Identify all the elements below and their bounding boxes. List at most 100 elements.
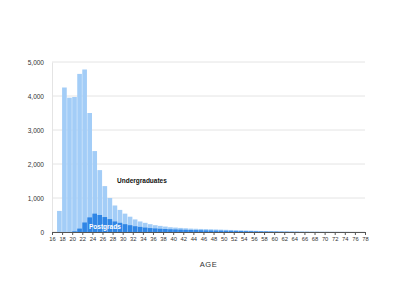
bar <box>229 230 234 232</box>
x-axis-line <box>53 233 366 236</box>
bar <box>178 230 183 232</box>
x-tick-label: 40 <box>170 236 176 242</box>
x-tick: 42 <box>181 232 187 242</box>
chart: 01,0002,0003,0004,0005,00016182022242628… <box>0 0 400 300</box>
x-tick: 68 <box>312 232 318 242</box>
bar <box>269 231 274 232</box>
x-tick-label: 52 <box>231 236 237 242</box>
bar <box>274 231 279 232</box>
bar <box>299 231 304 232</box>
bar <box>309 231 314 232</box>
x-tick-label: 32 <box>130 236 136 242</box>
bar <box>330 231 335 232</box>
y-tick-label: 1,000 <box>28 195 45 202</box>
bar <box>244 231 249 232</box>
x-tick-mark <box>294 232 295 235</box>
bar <box>178 228 183 232</box>
x-tick-mark <box>153 232 154 235</box>
bar <box>350 231 355 232</box>
x-tick: 30 <box>120 232 126 242</box>
x-tick-label: 62 <box>281 236 287 242</box>
x-tick-label: 50 <box>221 236 227 242</box>
x-tick-mark <box>92 232 93 235</box>
x-tick: 48 <box>211 232 217 242</box>
bar <box>128 225 133 232</box>
bar <box>193 230 198 232</box>
bar <box>188 230 193 232</box>
y-tick-label: 4,000 <box>28 93 45 100</box>
x-tick-mark <box>284 232 285 235</box>
x-tick: 56 <box>251 232 257 242</box>
bar <box>254 231 259 232</box>
bar <box>345 231 350 232</box>
bar <box>224 231 229 232</box>
x-tick: 28 <box>110 232 116 242</box>
x-tick-label: 18 <box>59 236 65 242</box>
bar <box>193 229 198 232</box>
x-tick-mark <box>325 232 326 235</box>
x-tick: 40 <box>170 232 176 242</box>
bar <box>168 229 173 232</box>
y-axis: 01,0002,0003,0004,0005,000 <box>28 59 53 236</box>
x-tick: 32 <box>130 232 136 242</box>
x-tick: 78 <box>362 232 368 242</box>
x-axis: 1618202224262830323436384042444648505254… <box>49 232 368 242</box>
bar <box>198 229 203 232</box>
x-tick-mark <box>264 232 265 235</box>
x-tick-label: 76 <box>352 236 358 242</box>
bar <box>304 231 309 232</box>
x-tick: 62 <box>281 232 287 242</box>
bar <box>360 232 365 233</box>
x-tick: 70 <box>322 232 328 242</box>
bar <box>304 231 309 232</box>
bar <box>325 231 330 232</box>
x-tick: 16 <box>49 232 55 242</box>
x-tick-label: 74 <box>342 236 349 242</box>
x-tick-mark <box>133 232 134 235</box>
bar <box>294 231 299 232</box>
bar <box>289 231 294 232</box>
x-tick: 72 <box>332 232 338 242</box>
series-label: Undergraduates <box>117 177 167 185</box>
x-tick-label: 38 <box>160 236 166 242</box>
x-tick-label: 70 <box>322 236 328 242</box>
y-tick: 3,000 <box>28 127 52 134</box>
x-tick-label: 54 <box>241 236 248 242</box>
bar <box>123 214 128 232</box>
bar <box>198 230 203 232</box>
x-tick-mark <box>234 232 235 235</box>
bar <box>214 231 219 232</box>
y-tick: 0 <box>40 229 52 236</box>
bar <box>82 69 87 232</box>
bar <box>128 217 133 232</box>
x-tick: 46 <box>201 232 207 242</box>
x-tick-label: 20 <box>69 236 75 242</box>
bar <box>67 232 72 233</box>
bar <box>72 231 77 232</box>
bar <box>259 231 264 232</box>
x-tick-mark <box>72 232 73 235</box>
x-tick-label: 36 <box>150 236 156 242</box>
x-tick-mark <box>62 232 63 235</box>
bar <box>188 229 193 232</box>
bar <box>183 230 188 232</box>
bar <box>315 231 320 232</box>
x-tick-label: 28 <box>110 236 116 242</box>
x-tick-label: 26 <box>100 236 106 242</box>
x-tick: 36 <box>150 232 156 242</box>
y-tick-label: 3,000 <box>28 127 45 134</box>
bar <box>269 231 274 232</box>
bar <box>133 219 138 232</box>
bar <box>299 231 304 232</box>
x-tick-mark <box>274 232 275 235</box>
x-tick: 44 <box>191 232 198 242</box>
bar <box>163 227 168 232</box>
x-tick: 60 <box>271 232 277 242</box>
bar <box>254 231 259 232</box>
x-tick-mark <box>113 232 114 235</box>
bar <box>335 231 340 232</box>
x-tick: 26 <box>100 232 106 242</box>
x-tick-label: 34 <box>140 236 147 242</box>
bar <box>320 231 325 232</box>
bar <box>219 230 224 232</box>
